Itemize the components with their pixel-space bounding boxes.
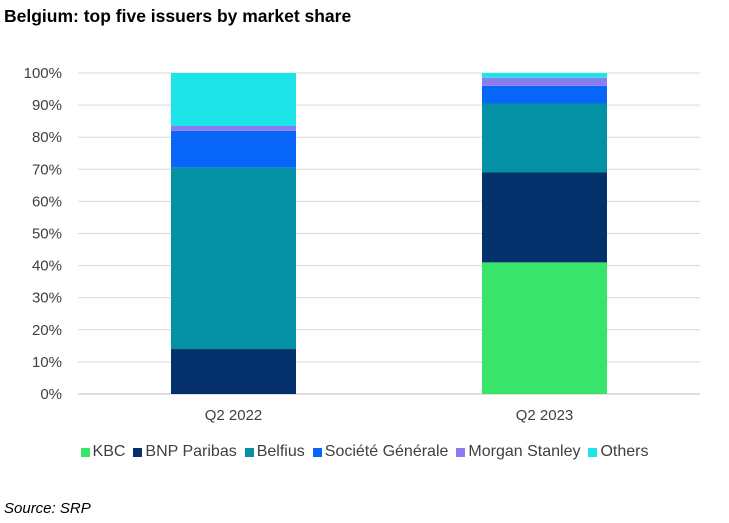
bar-segment xyxy=(482,262,607,394)
legend-item: KBC xyxy=(80,443,126,461)
legend-swatch xyxy=(133,447,143,457)
bar-segment xyxy=(171,125,296,131)
legend-label: Société Générale xyxy=(324,443,449,460)
bar-segment xyxy=(171,167,296,350)
bars xyxy=(171,73,607,394)
y-axis-ticks: 0% 10% 20% 30% 40% 50% 60% 70% 80% 90% 100% xyxy=(24,65,62,403)
y-tick-label: 70% xyxy=(32,161,62,178)
chart-title: Belgium: top five issuers by market shar… xyxy=(4,6,352,26)
legend-label: Belfius xyxy=(256,443,305,460)
legend: KBC BNP Paribas Belfius Société Générale Mor… xyxy=(0,443,729,461)
y-tick-label: 0% xyxy=(40,386,62,403)
legend-label: Morgan Stanley xyxy=(468,443,581,460)
y-tick-label: 50% xyxy=(32,226,62,243)
legend-item: Morgan Stanley xyxy=(456,443,580,461)
bar-segment xyxy=(482,172,607,263)
legend-swatch xyxy=(244,447,254,457)
y-tick-label: 90% xyxy=(32,97,62,114)
bar-segment xyxy=(482,73,607,78)
legend-swatch xyxy=(80,447,90,457)
bar-segment xyxy=(171,130,296,168)
bar-segment xyxy=(482,85,607,104)
x-tick-label: Q2 2023 xyxy=(516,407,574,424)
y-tick-label: 40% xyxy=(32,258,62,275)
legend-label: KBC xyxy=(92,443,126,460)
y-tick-label: 20% xyxy=(32,322,62,339)
y-tick-label: 10% xyxy=(32,354,62,371)
legend-swatch xyxy=(588,447,598,457)
y-tick-label: 60% xyxy=(32,193,62,210)
x-axis-ticks: Q2 2022 Q2 2023 xyxy=(205,407,574,424)
y-tick-label: 80% xyxy=(32,129,62,146)
x-tick-label: Q2 2022 xyxy=(205,407,263,424)
source-note: Source: SRP xyxy=(4,500,91,517)
legend-label: Others xyxy=(600,443,649,460)
y-tick-label: 30% xyxy=(32,290,62,307)
bar-segment xyxy=(171,349,296,394)
stacked-bar-chart: 0% 10% 20% 30% 40% 50% 60% 70% 80% 90% 100% Q2 202… xyxy=(24,65,700,424)
bar-segment xyxy=(171,73,296,126)
legend-item: Société Générale xyxy=(312,443,449,461)
legend-item: BNP Paribas xyxy=(133,443,237,461)
legend-swatch xyxy=(456,447,466,457)
legend-swatch xyxy=(312,447,322,457)
y-tick-label: 100% xyxy=(24,65,62,82)
legend-label: BNP Paribas xyxy=(145,443,237,460)
bar-segment xyxy=(482,103,607,173)
legend-item: Belfius xyxy=(244,443,305,461)
bar-segment xyxy=(482,77,607,86)
legend-item: Others xyxy=(588,443,648,461)
